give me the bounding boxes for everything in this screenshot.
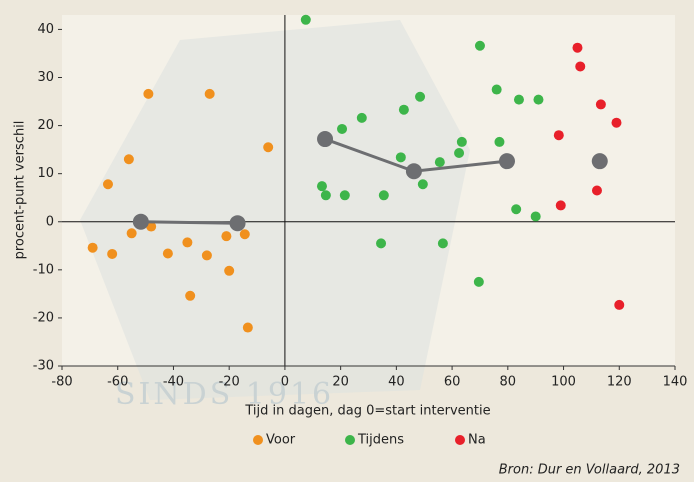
point	[340, 190, 350, 200]
x-tick-label: 140	[663, 375, 688, 390]
point	[611, 118, 621, 128]
point	[263, 142, 273, 152]
point	[592, 186, 602, 196]
point	[182, 237, 192, 247]
point	[438, 238, 448, 248]
point	[243, 323, 253, 333]
point	[435, 157, 445, 167]
x-tick-label: 60	[444, 375, 461, 390]
x-tick-label: -80	[51, 375, 72, 390]
x-axis-label: Tijd in dagen, dag 0=start interventie	[244, 404, 490, 419]
y-tick-label: -20	[33, 310, 54, 325]
point	[554, 130, 564, 140]
mean-point	[499, 153, 515, 169]
x-tick-label: 40	[388, 375, 405, 390]
point	[492, 85, 502, 95]
point	[202, 250, 212, 260]
point	[511, 204, 521, 214]
y-tick-label: 10	[37, 166, 54, 181]
x-tick-label: 0	[281, 375, 289, 390]
point	[533, 95, 543, 105]
mean-point	[133, 214, 149, 230]
legend-label: Voor	[266, 433, 296, 448]
y-tick-label: 40	[37, 22, 54, 37]
point	[301, 15, 311, 25]
y-tick-label: -10	[33, 262, 54, 277]
point	[205, 89, 215, 99]
legend-marker	[455, 435, 465, 445]
chart: SINDS 1916 -80-60-40-2002040608010012014…	[0, 0, 694, 482]
point	[556, 200, 566, 210]
point	[107, 249, 117, 259]
point	[475, 41, 485, 51]
point	[185, 291, 195, 301]
point	[103, 179, 113, 189]
point	[418, 179, 428, 189]
point	[415, 92, 425, 102]
point	[124, 154, 134, 164]
mean-point	[592, 153, 608, 169]
mean-point	[406, 163, 422, 179]
point	[224, 266, 234, 276]
x-tick-label: 100	[551, 375, 576, 390]
point	[240, 229, 250, 239]
source: Bron: Dur en Vollaard, 2013	[499, 463, 680, 478]
legend-label: Na	[468, 433, 486, 448]
y-tick-label: -30	[33, 359, 54, 374]
mean-point	[317, 131, 333, 147]
point	[474, 277, 484, 287]
point	[321, 190, 331, 200]
point	[127, 228, 137, 238]
x-tick-label: 120	[607, 375, 632, 390]
legend-marker	[253, 435, 263, 445]
point	[143, 89, 153, 99]
x-tick-label: 20	[332, 375, 349, 390]
x-tick-label: -60	[107, 375, 128, 390]
point	[379, 190, 389, 200]
point	[596, 99, 606, 109]
point	[221, 231, 231, 241]
point	[514, 95, 524, 105]
point	[396, 152, 406, 162]
x-tick-label: -20	[219, 375, 240, 390]
y-axis-label: procent-punt verschil	[13, 121, 28, 260]
point	[457, 137, 467, 147]
mean-point	[230, 215, 246, 231]
legend-label: Tijdens	[357, 433, 404, 448]
point	[88, 243, 98, 253]
y-tick-label: 20	[37, 118, 54, 133]
point	[337, 124, 347, 134]
point	[376, 238, 386, 248]
point	[317, 181, 327, 191]
point	[357, 113, 367, 123]
x-tick-label: 80	[500, 375, 517, 390]
point	[572, 43, 582, 53]
point	[575, 61, 585, 71]
legend-marker	[345, 435, 355, 445]
point	[454, 148, 464, 158]
point	[163, 248, 173, 258]
point	[531, 211, 541, 221]
y-tick-label: 30	[37, 70, 54, 85]
y-tick-label: 0	[46, 214, 54, 229]
x-tick-label: -40	[163, 375, 184, 390]
point	[494, 137, 504, 147]
point	[399, 105, 409, 115]
point	[614, 300, 624, 310]
